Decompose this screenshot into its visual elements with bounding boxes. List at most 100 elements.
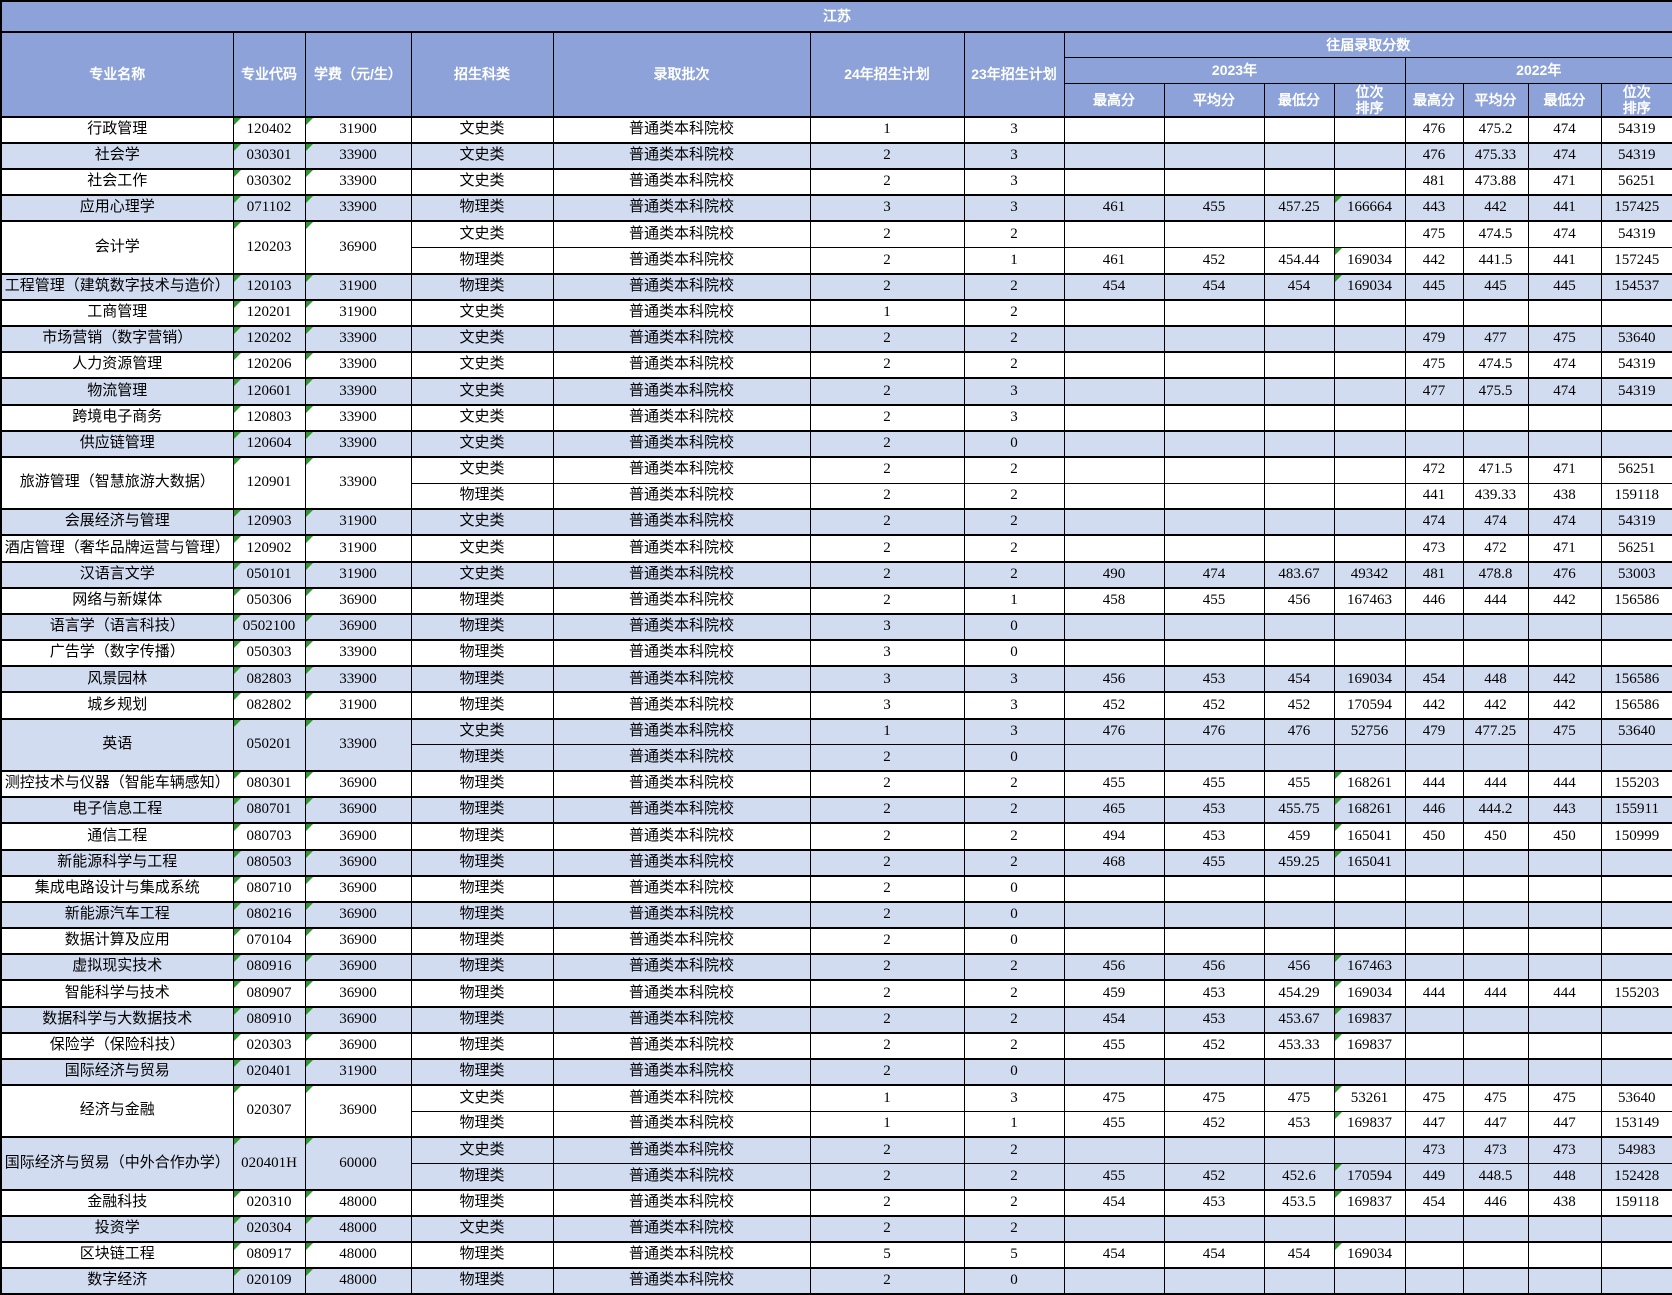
cell-2023-avg[interactable]: 454 — [1163, 1241, 1265, 1269]
cell-2022-min[interactable]: 442 — [1527, 586, 1602, 615]
cell-major-code[interactable]: 120903 — [232, 508, 306, 536]
cell-2023-rank[interactable] — [1333, 1214, 1406, 1243]
cell-2022-avg[interactable]: 442 — [1462, 194, 1529, 222]
header-year-2022[interactable]: 2022年 — [1404, 56, 1672, 84]
cell-2022-min[interactable] — [1527, 744, 1602, 772]
cell-plan-2024[interactable]: 2 — [809, 1136, 965, 1165]
cell-subject-category[interactable]: 物理类 — [410, 639, 554, 667]
cell-subject-category[interactable]: 物理类 — [410, 1267, 554, 1295]
cell-plan-2024[interactable]: 2 — [809, 141, 965, 170]
cell-2022-max[interactable]: 449 — [1404, 1163, 1464, 1191]
cell-major-code[interactable]: 120206 — [232, 351, 306, 379]
cell-2023-avg[interactable]: 453 — [1163, 1005, 1265, 1034]
cell-plan-2024[interactable]: 2 — [809, 822, 965, 851]
cell-admission-batch[interactable]: 普通类本科院校 — [552, 979, 811, 1008]
cell-2023-max[interactable]: 468 — [1063, 848, 1165, 877]
cell-2023-min[interactable]: 457.25 — [1263, 194, 1335, 222]
cell-plan-2024[interactable]: 2 — [809, 1163, 965, 1191]
cell-subject-category[interactable]: 文史类 — [410, 298, 554, 327]
cell-2023-max[interactable] — [1063, 325, 1165, 353]
cell-2022-max[interactable] — [1404, 848, 1464, 877]
cell-2022-rank[interactable] — [1600, 848, 1672, 877]
cell-tuition[interactable]: 33900 — [304, 429, 412, 458]
cell-tuition[interactable]: 33900 — [304, 141, 412, 170]
cell-2022-avg[interactable]: 447 — [1462, 1110, 1529, 1138]
cell-2022-avg[interactable]: 444 — [1462, 586, 1529, 615]
cell-2023-rank[interactable] — [1333, 377, 1406, 406]
cell-admission-batch[interactable]: 普通类本科院校 — [552, 822, 811, 851]
cell-2022-min[interactable]: 444 — [1527, 769, 1602, 798]
cell-tuition[interactable]: 36900 — [304, 612, 412, 641]
cell-major-code[interactable]: 071102 — [232, 194, 306, 222]
cell-tuition[interactable]: 48000 — [304, 1188, 412, 1217]
cell-major-name[interactable]: 数据科学与大数据技术 — [0, 1005, 234, 1034]
cell-major-name[interactable]: 投资学 — [0, 1214, 234, 1243]
cell-2023-rank[interactable]: 168261 — [1333, 796, 1406, 824]
cell-admission-batch[interactable]: 普通类本科院校 — [552, 639, 811, 667]
cell-subject-category[interactable]: 物理类 — [410, 796, 554, 824]
cell-2023-max[interactable] — [1063, 220, 1165, 249]
cell-plan-2023[interactable]: 2 — [963, 1163, 1065, 1191]
cell-plan-2023[interactable]: 2 — [963, 534, 1065, 563]
cell-major-code[interactable]: 020307 — [232, 1084, 306, 1138]
cell-major-name[interactable]: 网络与新媒体 — [0, 586, 234, 615]
cell-major-name[interactable]: 测控技术与仪器（智能车辆感知） — [0, 769, 234, 798]
cell-2023-max[interactable]: 454 — [1063, 1241, 1165, 1269]
cell-2022-avg[interactable] — [1462, 612, 1529, 641]
cell-2022-rank[interactable]: 156586 — [1600, 586, 1672, 615]
cell-major-name[interactable]: 旅游管理（智慧旅游大数据） — [0, 455, 234, 510]
cell-major-code[interactable]: 080301 — [232, 769, 306, 798]
cell-tuition[interactable]: 36900 — [304, 1084, 412, 1138]
cell-plan-2023[interactable]: 3 — [963, 665, 1065, 693]
cell-plan-2023[interactable]: 2 — [963, 220, 1065, 249]
cell-2022-max[interactable]: 472 — [1404, 455, 1464, 484]
cell-2022-rank[interactable]: 153149 — [1600, 1110, 1672, 1138]
cell-subject-category[interactable]: 文史类 — [410, 560, 554, 589]
cell-2023-min[interactable] — [1263, 403, 1335, 432]
cell-admission-batch[interactable]: 普通类本科院校 — [552, 534, 811, 563]
cell-plan-2023[interactable]: 2 — [963, 1005, 1065, 1034]
cell-2023-rank[interactable] — [1333, 455, 1406, 484]
cell-2022-rank[interactable]: 150999 — [1600, 822, 1672, 851]
cell-major-name[interactable]: 国际经济与贸易（中外合作办学） — [0, 1136, 234, 1191]
cell-2023-rank[interactable]: 169837 — [1333, 1031, 1406, 1060]
cell-major-code[interactable]: 120203 — [232, 220, 306, 275]
cell-2022-min[interactable]: 475 — [1527, 325, 1602, 353]
cell-plan-2023[interactable]: 0 — [963, 612, 1065, 641]
cell-2022-min[interactable] — [1527, 900, 1602, 929]
cell-2023-max[interactable] — [1063, 377, 1165, 406]
cell-2022-min[interactable]: 471 — [1527, 168, 1602, 196]
cell-plan-2024[interactable]: 2 — [809, 1031, 965, 1060]
cell-admission-batch[interactable]: 普通类本科院校 — [552, 325, 811, 353]
cell-2023-min[interactable]: 459.25 — [1263, 848, 1335, 877]
cell-2023-min[interactable] — [1263, 1267, 1335, 1295]
cell-2023-min[interactable]: 454.29 — [1263, 979, 1335, 1008]
cell-major-code[interactable]: 020401 — [232, 1057, 306, 1086]
cell-plan-2024[interactable]: 2 — [809, 953, 965, 981]
cell-major-name[interactable]: 人力资源管理 — [0, 351, 234, 379]
cell-2022-rank[interactable] — [1600, 429, 1672, 458]
cell-2022-max[interactable] — [1404, 403, 1464, 432]
cell-subject-category[interactable]: 物理类 — [410, 848, 554, 877]
cell-2023-rank[interactable] — [1333, 927, 1406, 955]
cell-plan-2023[interactable]: 0 — [963, 900, 1065, 929]
cell-2022-rank[interactable]: 156586 — [1600, 665, 1672, 693]
cell-2022-rank[interactable] — [1600, 612, 1672, 641]
cell-2022-max[interactable]: 475 — [1404, 351, 1464, 379]
cell-2023-min[interactable] — [1263, 1214, 1335, 1243]
cell-2023-rank[interactable] — [1333, 115, 1406, 144]
cell-major-code[interactable]: 080910 — [232, 1005, 306, 1034]
cell-2023-rank[interactable]: 52756 — [1333, 717, 1406, 746]
cell-2022-max[interactable] — [1404, 1057, 1464, 1086]
cell-2022-rank[interactable] — [1600, 1214, 1672, 1243]
cell-admission-batch[interactable]: 普通类本科院校 — [552, 1057, 811, 1086]
cell-2022-max[interactable]: 447 — [1404, 1110, 1464, 1138]
cell-admission-batch[interactable]: 普通类本科院校 — [552, 1084, 811, 1112]
cell-2023-max[interactable]: 455 — [1063, 769, 1165, 798]
cell-2023-avg[interactable] — [1163, 429, 1265, 458]
cell-2023-avg[interactable]: 453 — [1163, 796, 1265, 824]
cell-2023-min[interactable] — [1263, 900, 1335, 929]
cell-2022-min[interactable]: 441 — [1527, 194, 1602, 222]
cell-major-name[interactable]: 保险学（保险科技） — [0, 1031, 234, 1060]
cell-2022-max[interactable]: 444 — [1404, 979, 1464, 1008]
